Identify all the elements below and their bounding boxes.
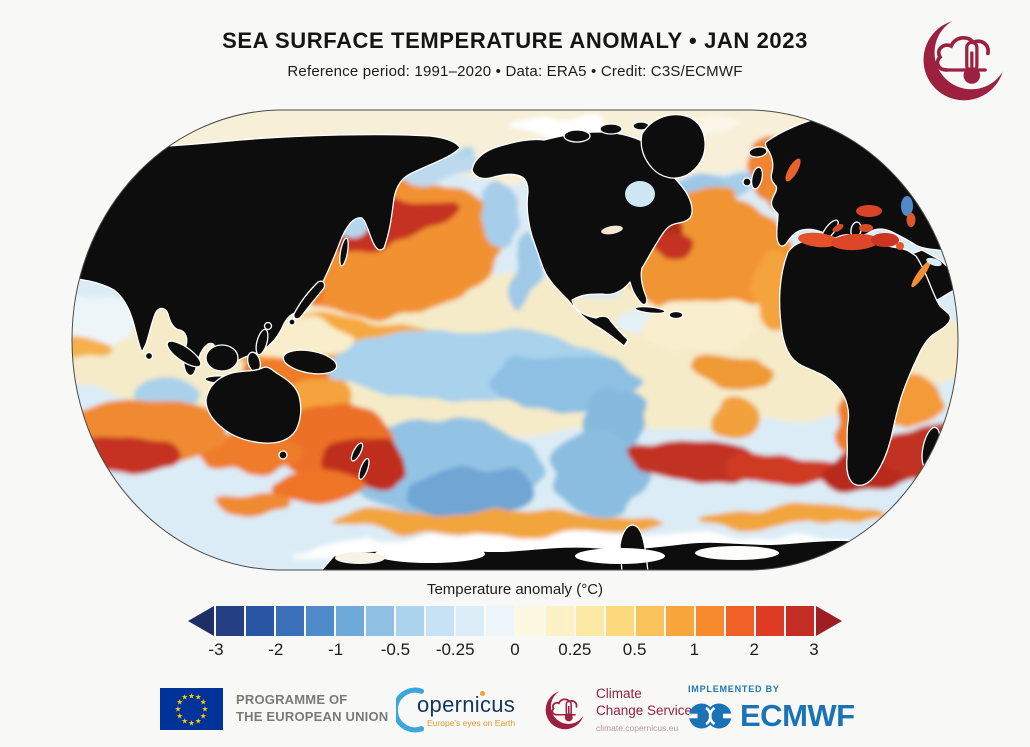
colorbar-label: Temperature anomaly (°C) — [426, 581, 604, 598]
land-borneo — [205, 344, 239, 372]
copernicus-arc-icon — [396, 687, 424, 733]
eu-flag-star-icon: ★ — [194, 715, 202, 725]
eu-flag-star-icon: ★ — [176, 697, 184, 707]
colorbar-segment — [336, 606, 364, 636]
ecmwf-logo: IMPLEMENTED BY ECMWF — [688, 684, 855, 734]
eu-flag-star-icon: ★ — [194, 692, 202, 702]
map-inland-seas — [335, 158, 942, 564]
colorbar-segment — [516, 606, 544, 636]
colorbar-tick: -1 — [328, 640, 344, 659]
land-greenland — [640, 114, 706, 179]
header: SEA SURFACE TEMPERATURE ANOMALY • JAN 20… — [0, 0, 1030, 80]
colorbar-segment — [366, 606, 394, 636]
eu-flag-star-icon: ★ — [199, 711, 207, 720]
c3s-name: Climate Change Service — [596, 686, 693, 718]
colorbar-tick: 1 — [689, 640, 700, 659]
colorbar-segment — [636, 606, 664, 636]
land-japan — [293, 280, 326, 320]
ecmwf-wordmark: ECMWF — [740, 698, 855, 733]
copernicus-logo: opernicus Europe's eyes on Earth — [396, 686, 515, 734]
eu-flag-star-icon: ★ — [188, 717, 195, 727]
eu-flag-star-icon: ★ — [176, 711, 184, 720]
red-sea — [911, 260, 931, 288]
c3s-url: climate.copernicus.eu — [596, 722, 679, 733]
land-new-zealand — [350, 442, 364, 462]
colorbar-tick: -0.25 — [435, 640, 475, 659]
colorbar-segment — [306, 606, 334, 636]
colorbar-tick: -3 — [208, 640, 224, 659]
black-sea — [856, 205, 882, 217]
eu-flag-star-icon: ★ — [201, 704, 209, 714]
colorbar-segment — [456, 606, 484, 636]
colorbar-tick: 0 — [510, 640, 520, 659]
land-australia — [205, 366, 302, 444]
colorbar-segment — [486, 606, 514, 636]
eu-flag-star-icon: ★ — [174, 704, 182, 714]
page-title: SEA SURFACE TEMPERATURE ANOMALY • JAN 20… — [222, 28, 808, 53]
colorbar-left-arrow-icon — [188, 606, 214, 636]
eu-flag-star-icon: ★ — [199, 697, 207, 707]
colorbar-segment — [786, 606, 814, 636]
colorbar-tick: 2 — [749, 640, 759, 659]
colorbar-ticks: -3 -2 -1 -0.5 -0.25 0 0.25 0.5 1 2 3 — [208, 640, 818, 662]
colorbar-tick: 0.25 — [558, 640, 592, 659]
copernicus-satellite-dot-icon — [479, 691, 485, 696]
colorbar: Temperature anomaly (°C) -3 -2 -1 -0.5 -0.25… — [0, 581, 1030, 662]
land-new-guinea — [282, 349, 338, 375]
page-subtitle: Reference period: 1991–2020 • Data: ERA5… — [287, 63, 743, 80]
eu-programme-label: PROGRAMME OF THE EUROPEAN UNION — [236, 692, 389, 724]
land-iceland — [748, 146, 768, 158]
colorbar-tick: 0.5 — [622, 640, 647, 659]
colorbar-segment — [726, 606, 754, 636]
colorbar-segment — [696, 606, 724, 636]
ecmwf-mark-icon — [689, 703, 732, 729]
colorbar-segments — [216, 606, 814, 636]
colorbar-segment — [246, 606, 274, 636]
colorbar-segment — [666, 606, 694, 636]
copernicus-tagline: Europe's eyes on Earth — [427, 718, 516, 728]
ecmwf-implemented-by: IMPLEMENTED BY — [688, 684, 780, 694]
copernicus-text: opernicus Europe's eyes on Earth — [417, 691, 516, 728]
map-outline — [71, 109, 959, 571]
colorbar-segment — [426, 606, 454, 636]
colorbar-segment — [756, 606, 784, 636]
eu-programme-logo: ★ ★ ★ ★ ★ ★ ★ ★ ★ ★ ★ ★ PROGRAMME OF THE EUROPEAN U… — [160, 688, 388, 730]
footer-logos: ★ ★ ★ ★ ★ ★ ★ ★ ★ ★ ★ ★ PROGRAMME OF THE EUROPEAN U… — [0, 684, 1030, 744]
land-uk — [750, 166, 764, 190]
colorbar-right-arrow-icon — [816, 606, 842, 636]
colorbar-segment — [606, 606, 634, 636]
colorbar-tick: 3 — [809, 640, 819, 659]
colorbar-segment — [276, 606, 304, 636]
eu-flag-star-icon: ★ — [181, 692, 189, 702]
copernicus-wordmark: opernicus — [417, 692, 516, 717]
colorbar-tick: -0.5 — [380, 640, 411, 659]
c3s-footer-logo: Climate Change Service climate.copernicu… — [543, 686, 692, 733]
colorbar-segment — [576, 606, 604, 636]
colorbar-segment — [546, 606, 574, 636]
c3s-logo-icon — [918, 12, 1010, 104]
eu-flag-star-icon: ★ — [181, 715, 189, 725]
eu-flag-star-icon: ★ — [188, 690, 195, 700]
c3s-footer-icon — [543, 687, 587, 731]
colorbar-segment — [216, 606, 244, 636]
caspian-sea — [901, 196, 913, 216]
eu-flag-icon: ★ ★ ★ ★ ★ ★ ★ ★ ★ ★ ★ ★ — [160, 688, 223, 730]
colorbar-tick: -2 — [268, 640, 284, 659]
colorbar-segment — [396, 606, 424, 636]
